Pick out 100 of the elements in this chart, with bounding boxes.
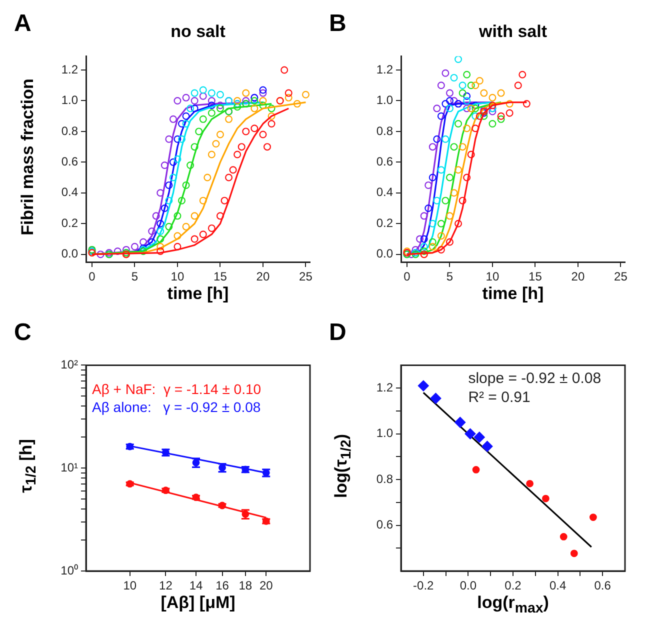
point — [216, 130, 224, 138]
point — [199, 115, 207, 123]
point — [472, 466, 480, 474]
point — [160, 204, 168, 212]
point — [472, 104, 480, 112]
x-axis-title: [Aβ] [μM] — [160, 593, 236, 613]
point — [458, 143, 466, 151]
point — [420, 242, 428, 250]
point — [156, 242, 164, 250]
x-tick-label: 0 — [88, 270, 96, 284]
x-tick-label: 0.2 — [504, 578, 522, 593]
y-tick-label: 0.6 — [61, 154, 78, 168]
point — [430, 392, 442, 404]
point — [199, 230, 207, 238]
point — [433, 104, 441, 112]
point — [212, 140, 220, 148]
point — [418, 380, 429, 392]
point — [433, 196, 441, 204]
y-tick-label: 10⁰ — [60, 563, 78, 578]
x-tick-label: 25 — [614, 270, 628, 284]
point — [259, 130, 267, 138]
point — [454, 220, 462, 228]
point — [480, 112, 488, 120]
y-tick-label: 0.8 — [376, 472, 394, 486]
point — [152, 212, 160, 220]
point — [190, 104, 198, 112]
point — [114, 248, 122, 255]
point — [463, 174, 471, 182]
point — [454, 120, 462, 128]
y-tick-label: 10¹ — [60, 460, 78, 474]
point — [476, 77, 484, 85]
point — [225, 115, 233, 123]
point — [250, 96, 258, 104]
point — [488, 108, 496, 116]
x-tick-label: 0.0 — [460, 578, 477, 593]
point — [234, 103, 242, 111]
point — [220, 196, 228, 204]
point — [182, 181, 190, 189]
y-tick-label: 0.2 — [61, 216, 78, 230]
point — [526, 480, 534, 488]
point — [216, 212, 224, 220]
point — [472, 82, 480, 90]
point — [428, 143, 436, 151]
annotation: slope = -0.92 ± 0.08 — [468, 369, 602, 388]
text: A — [14, 10, 32, 38]
point — [497, 115, 505, 123]
point — [208, 96, 216, 104]
point — [497, 112, 505, 120]
x-tick-label: 0.6 — [594, 578, 612, 593]
x-tick-label: -0.2 — [413, 578, 434, 593]
point — [522, 100, 530, 108]
point — [96, 250, 104, 258]
y-tick-label: 0.4 — [376, 185, 394, 200]
x-tick-label: 0.4 — [549, 578, 566, 593]
point — [480, 89, 488, 97]
y-tick-label: 0.8 — [61, 124, 78, 138]
point — [433, 135, 441, 143]
point — [174, 212, 182, 220]
point — [293, 100, 301, 108]
y-tick-label: 1.2 — [61, 62, 78, 76]
point — [302, 90, 310, 98]
point — [437, 246, 445, 254]
point — [186, 161, 194, 169]
x-tick-label: 12 — [159, 578, 173, 593]
point — [488, 120, 496, 128]
y-tick-label: 0.2 — [376, 216, 394, 230]
point — [174, 242, 182, 250]
point — [156, 235, 164, 243]
point — [280, 66, 288, 74]
point — [570, 550, 578, 558]
point — [437, 232, 445, 240]
point — [140, 238, 148, 246]
point — [482, 440, 493, 452]
point — [169, 115, 177, 123]
y-tick-label: 0.6 — [376, 154, 394, 168]
point — [506, 109, 514, 117]
x-tick-label: 20 — [259, 578, 274, 593]
point — [199, 92, 207, 100]
point — [178, 135, 186, 143]
x-axis-title: log(r$_{max}$) — [476, 593, 550, 616]
point — [437, 166, 445, 174]
point — [450, 74, 458, 82]
x-axis-title: time [h] — [166, 284, 230, 304]
point — [250, 104, 258, 112]
point — [420, 248, 428, 255]
x-tick-label: 10 — [123, 578, 137, 593]
point — [446, 238, 454, 246]
point — [488, 102, 496, 110]
point — [446, 104, 454, 112]
point — [420, 235, 428, 243]
x-tick-label: 5 — [131, 270, 138, 284]
point — [178, 120, 186, 128]
point — [208, 150, 216, 158]
point — [542, 494, 550, 502]
y-tick-label: 0.0 — [61, 246, 78, 261]
text: D — [329, 319, 346, 347]
point — [454, 166, 462, 174]
point — [450, 189, 458, 197]
point — [268, 120, 276, 128]
chart-title: no salt — [170, 22, 226, 42]
